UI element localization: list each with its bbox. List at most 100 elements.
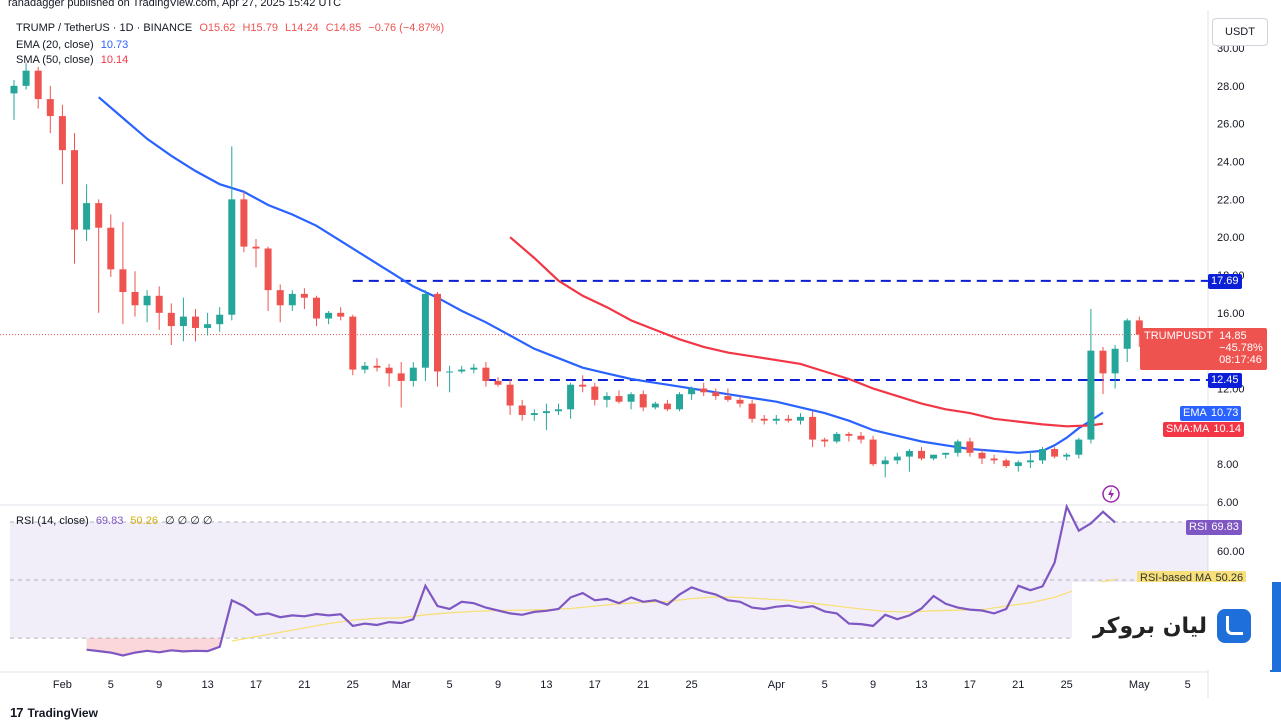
candle-body <box>300 293 308 298</box>
candle <box>313 295 320 327</box>
candle <box>143 290 151 323</box>
last-price-tag: TRUMPUSDT 14.85 −45.78% 08:17:46 <box>1140 328 1267 370</box>
candle <box>845 432 853 442</box>
support-level-tag: 12.45 <box>1208 373 1242 388</box>
price-tick-label: 28.00 <box>1217 81 1245 93</box>
candle-body <box>361 365 369 370</box>
candle-body <box>978 452 986 459</box>
rsi-tick-label: 60.00 <box>1217 546 1245 558</box>
time-tick-label: 9 <box>495 679 501 691</box>
candle <box>627 392 635 410</box>
candle-body <box>772 418 780 421</box>
candle <box>325 310 333 325</box>
candle <box>772 414 780 425</box>
candle-body <box>603 396 611 400</box>
candle <box>95 199 103 313</box>
ema-tag-name: EMA <box>1183 407 1207 419</box>
price-tick-label: 8.00 <box>1217 459 1238 471</box>
time-tick-label: 5 <box>822 679 828 691</box>
price-tick-label: 24.00 <box>1217 157 1245 169</box>
candle-body <box>530 413 538 415</box>
candle <box>724 388 732 402</box>
candle-body <box>760 418 768 421</box>
chart-misc <box>1102 485 1120 503</box>
candle-body <box>46 99 54 117</box>
sma-tag: SMA:MA 10.14 <box>1163 422 1244 437</box>
sma-tag-value: 10.14 <box>1213 423 1241 435</box>
candle <box>10 80 18 120</box>
candle <box>579 375 587 393</box>
candle <box>869 435 877 467</box>
ohlc-close: C14.85 <box>325 22 362 34</box>
candle <box>34 66 42 109</box>
rsi-legend-label: RSI (14, close) <box>16 515 89 527</box>
rsi-legend[interactable]: RSI (14, close) 69.83 50.26 ∅ ∅ ∅ ∅ <box>16 514 217 527</box>
sma-tag-name: SMA:MA <box>1166 423 1210 435</box>
candle-body <box>1026 460 1034 463</box>
rsi-tag-name: RSI <box>1189 521 1208 533</box>
candle-body <box>1002 460 1010 467</box>
sma-legend[interactable]: SMA (50, close) 10.14 <box>16 54 132 66</box>
candle <box>833 432 841 444</box>
candle-body <box>155 295 163 313</box>
candle <box>470 363 478 374</box>
ohlc-low: L14.24 <box>285 22 319 34</box>
candle-body <box>676 394 683 410</box>
candle <box>373 358 381 372</box>
rsi-series <box>86 503 1116 657</box>
candle <box>216 307 224 332</box>
candle <box>276 284 284 323</box>
candle <box>555 403 562 415</box>
ema-legend[interactable]: EMA (20, close) 10.73 <box>16 39 132 51</box>
candle <box>349 314 357 376</box>
time-tick-label: Mar <box>392 679 411 691</box>
candle-body <box>216 314 224 325</box>
tradingview-wordmark: TradingView <box>27 705 98 720</box>
candle-body <box>240 199 248 247</box>
candle-body <box>639 394 647 408</box>
ema-legend-label: EMA (20, close) <box>16 39 94 51</box>
candle <box>179 297 187 342</box>
time-tick-label: 5 <box>108 679 114 691</box>
time-tick-label: 9 <box>870 679 876 691</box>
candle-body <box>409 367 417 381</box>
candle <box>1014 460 1022 472</box>
candle-body <box>857 435 865 440</box>
candle-body <box>482 367 490 381</box>
time-tick-label: 5 <box>1185 679 1191 691</box>
brand-name: لیان بروکر <box>1092 613 1208 639</box>
candle <box>434 292 441 387</box>
price-tick-label: 26.00 <box>1217 119 1245 131</box>
candle <box>288 290 296 311</box>
candle-body <box>71 150 78 230</box>
time-tick-label: 9 <box>156 679 162 691</box>
candle <box>736 396 744 408</box>
candle <box>651 401 659 410</box>
candle <box>809 411 817 448</box>
candle <box>990 454 998 465</box>
candle <box>930 454 938 461</box>
candle <box>1123 318 1131 363</box>
ema-tag: EMA 10.73 <box>1180 406 1242 421</box>
candle-body <box>1099 350 1107 374</box>
rsi-ma-tag-value: 50.26 <box>1215 572 1244 584</box>
candle-body <box>942 452 950 455</box>
candle <box>1111 344 1119 389</box>
candle-body <box>905 450 913 457</box>
tradingview-footer[interactable]: 17 TradingView <box>10 705 98 720</box>
candle-body <box>869 439 877 465</box>
candle-body <box>833 433 841 442</box>
publisher-line: ranadagger published on TradingView.com,… <box>8 0 342 9</box>
time-tick-label: 25 <box>685 679 697 691</box>
symbol-legend[interactable]: TRUMP / TetherUS · 1D · BINANCE O15.62 H… <box>16 22 448 34</box>
time-tick-label: 21 <box>298 679 310 691</box>
candle-body <box>421 293 429 368</box>
candle <box>663 399 671 412</box>
candle-body <box>845 433 853 436</box>
candle-body <box>494 380 502 385</box>
sma-line <box>509 236 1104 428</box>
candle-body <box>1123 320 1131 349</box>
currency-selector[interactable]: USDT <box>1212 18 1268 46</box>
brand-watermark: لیان بروکر <box>1072 582 1272 670</box>
